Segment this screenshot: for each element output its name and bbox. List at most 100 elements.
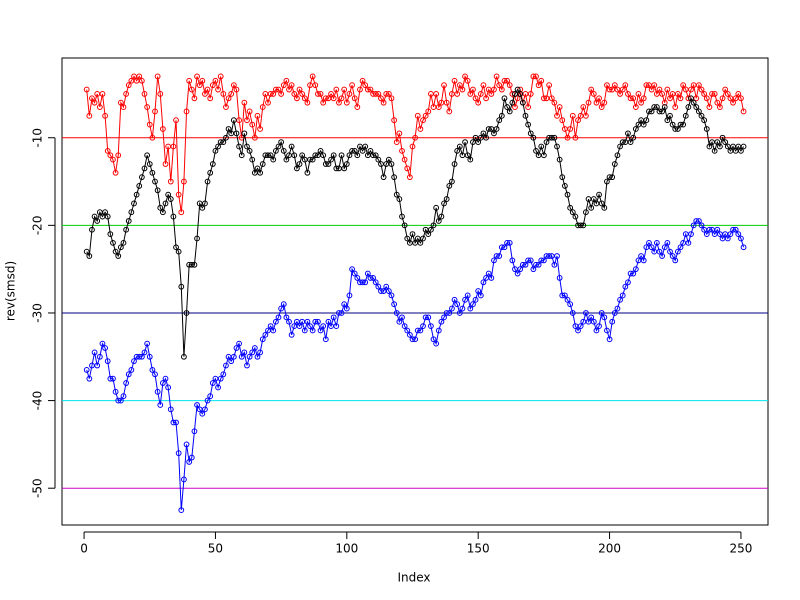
point	[451, 296, 458, 303]
point	[449, 178, 455, 185]
point	[517, 91, 524, 97]
point	[296, 86, 303, 93]
point	[370, 152, 376, 159]
point	[506, 239, 513, 246]
point	[643, 117, 650, 124]
x-tick-label: 50	[208, 542, 223, 556]
point	[351, 147, 358, 154]
point	[207, 169, 214, 176]
point	[346, 292, 353, 299]
point	[244, 143, 250, 150]
point	[191, 95, 198, 102]
point	[275, 143, 282, 150]
point	[241, 99, 248, 106]
point	[383, 283, 390, 290]
point	[493, 126, 500, 132]
point	[181, 178, 187, 185]
point	[567, 301, 574, 308]
point	[367, 147, 374, 154]
point	[112, 248, 119, 255]
point	[677, 95, 684, 102]
point	[674, 91, 681, 97]
point	[362, 143, 369, 150]
point	[491, 86, 497, 93]
point	[470, 301, 476, 308]
point	[393, 139, 400, 146]
point	[427, 323, 434, 330]
point	[196, 82, 203, 89]
point	[664, 239, 671, 246]
point	[280, 82, 287, 89]
point	[112, 388, 119, 395]
point	[230, 353, 237, 360]
y-axis-label: rev(smsd)	[4, 261, 18, 321]
point	[417, 126, 424, 132]
point	[619, 292, 626, 299]
point	[125, 82, 132, 89]
point	[178, 209, 185, 216]
point	[569, 112, 576, 119]
point	[141, 165, 148, 172]
point	[493, 253, 500, 259]
point	[328, 91, 334, 97]
point	[667, 248, 673, 255]
point	[546, 82, 553, 89]
y-tick-label: -20	[31, 216, 45, 236]
point	[409, 143, 416, 150]
point	[601, 204, 608, 211]
point	[501, 77, 508, 84]
point	[420, 117, 426, 124]
point	[575, 117, 581, 124]
point	[317, 327, 324, 334]
point	[336, 99, 342, 106]
point	[569, 310, 576, 316]
point	[83, 248, 90, 255]
point	[136, 353, 143, 360]
point	[435, 218, 442, 224]
point	[110, 375, 116, 382]
point	[233, 345, 240, 351]
point	[717, 143, 723, 150]
point	[283, 77, 290, 84]
point	[396, 318, 403, 325]
point	[606, 86, 613, 93]
point	[99, 91, 106, 97]
point	[233, 130, 240, 137]
point	[548, 95, 555, 102]
point	[391, 174, 398, 181]
point	[480, 279, 487, 286]
point	[304, 169, 311, 176]
point	[320, 99, 327, 106]
point	[590, 196, 597, 202]
point	[672, 126, 679, 132]
point	[278, 91, 285, 97]
point	[724, 91, 731, 97]
point	[275, 314, 282, 321]
point	[246, 147, 253, 154]
point	[688, 95, 694, 102]
point	[123, 226, 130, 233]
point	[690, 99, 697, 106]
point	[514, 95, 521, 102]
point	[609, 174, 616, 181]
point	[535, 82, 542, 89]
point	[672, 257, 679, 264]
series-line	[86, 74, 745, 213]
point	[207, 393, 214, 400]
point	[619, 86, 626, 93]
point	[485, 270, 492, 277]
point	[677, 121, 684, 128]
point	[475, 288, 482, 294]
point	[703, 95, 710, 102]
point	[538, 77, 545, 84]
point	[154, 73, 161, 80]
point	[425, 231, 432, 238]
point	[451, 77, 458, 84]
point	[372, 152, 379, 159]
point	[404, 235, 411, 242]
point	[293, 95, 300, 102]
point	[288, 143, 295, 150]
point	[604, 327, 610, 334]
point	[446, 310, 453, 316]
point	[217, 375, 224, 382]
